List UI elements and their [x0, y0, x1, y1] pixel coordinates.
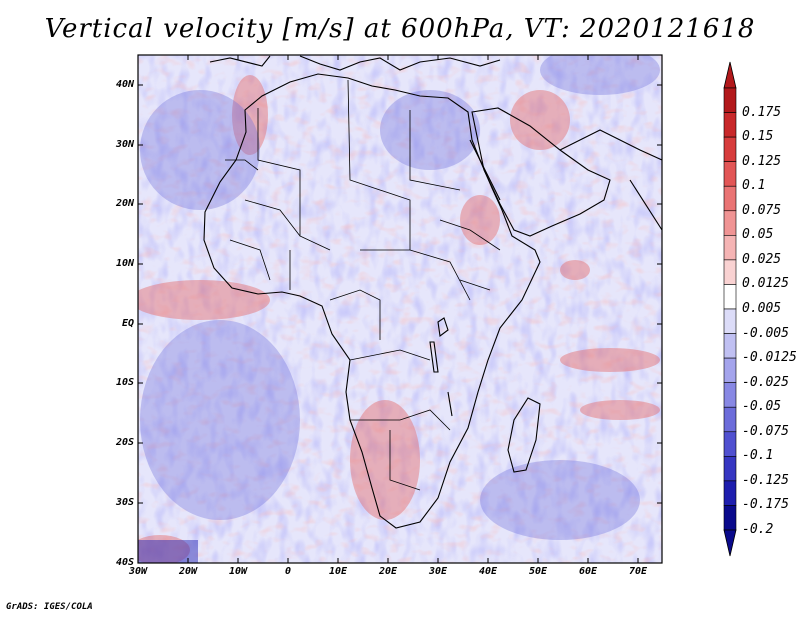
colorbar-label: 0.175	[742, 104, 782, 120]
colorbar-label: 0.125	[742, 153, 782, 169]
colorbar-box	[723, 357, 737, 383]
lon-label: 20W	[178, 566, 198, 577]
colorbar-label: 0.1	[742, 178, 766, 194]
coastlines	[203, 55, 662, 529]
colorbar-label: 0.005	[742, 301, 782, 316]
colorbar-box	[723, 505, 737, 531]
colorbar-label: 0.075	[742, 202, 782, 218]
colorbar-label: -0.005	[742, 325, 789, 341]
colorbar-label: -0.0125	[742, 350, 797, 366]
colorbar-label: 0.05	[742, 227, 774, 243]
plot-frame	[137, 54, 663, 564]
lat-ticks	[138, 84, 662, 504]
lon-ticks	[187, 55, 639, 563]
lon-label: 60E	[578, 566, 598, 577]
lon-label: 40E	[478, 566, 498, 577]
colorbar-box	[723, 284, 737, 310]
colorbar-label: -0.1	[742, 448, 774, 464]
colorbar-label: 0.15	[742, 129, 774, 145]
colorbar-box	[723, 235, 737, 261]
colorbar-box	[723, 431, 737, 457]
lat-label: 40S	[115, 557, 134, 568]
colorbar-bottom-arrow	[723, 529, 737, 557]
lat-label: 30N	[115, 139, 134, 150]
lon-label: 10E	[328, 566, 348, 577]
colorbar-box	[723, 161, 737, 187]
lon-label: 30W	[128, 566, 148, 577]
colorbar-label: -0.175	[742, 497, 789, 513]
colorbar-label: -0.125	[742, 472, 789, 488]
lon-label: 50E	[528, 566, 548, 577]
country-borders	[225, 79, 501, 491]
colorbar-box	[723, 333, 737, 359]
grads-credit: GrADS: IGES/COLA	[6, 602, 93, 612]
colorbar-label: -0.2	[742, 522, 774, 537]
colorbar-box	[723, 87, 737, 113]
lon-label: 10W	[228, 566, 248, 577]
lat-label: 40N	[115, 79, 134, 90]
lon-label: 0	[284, 566, 292, 577]
colorbar-label: 0.025	[742, 251, 782, 267]
colorbar-label: 0.0125	[742, 276, 789, 292]
colorbar-top-arrow	[723, 61, 737, 89]
colorbar-box	[723, 112, 737, 138]
colorbar-box	[723, 382, 737, 408]
lat-label: 30S	[115, 497, 134, 508]
colorbar-box	[723, 406, 737, 433]
lon-label: 20E	[378, 566, 398, 577]
colorbar-box	[723, 210, 737, 236]
colorbar-label: -0.075	[742, 423, 789, 439]
colorbar-label: -0.025	[742, 374, 789, 390]
colorbar-label: -0.05	[742, 399, 782, 415]
colorbar-box	[723, 456, 737, 482]
colorbar-boxes	[723, 87, 737, 531]
colorbar-box	[723, 259, 737, 285]
lon-label: 30E	[428, 566, 448, 577]
colorbar-box	[723, 136, 737, 162]
field-shading	[138, 55, 662, 563]
colorbar-box	[723, 185, 737, 212]
lat-label: 10S	[115, 377, 134, 388]
colorbar-box	[723, 480, 737, 506]
downdraft-regions	[140, 55, 660, 540]
map-title: Vertical velocity [m/s] at 600hPa, VT: 2…	[44, 14, 756, 44]
lat-label: EQ	[121, 318, 134, 329]
lon-label: 70E	[628, 566, 648, 577]
colorbar-box	[723, 308, 737, 334]
lat-label: 20N	[115, 198, 134, 209]
lat-label: 20S	[115, 437, 134, 448]
lat-label: 10N	[115, 258, 134, 269]
